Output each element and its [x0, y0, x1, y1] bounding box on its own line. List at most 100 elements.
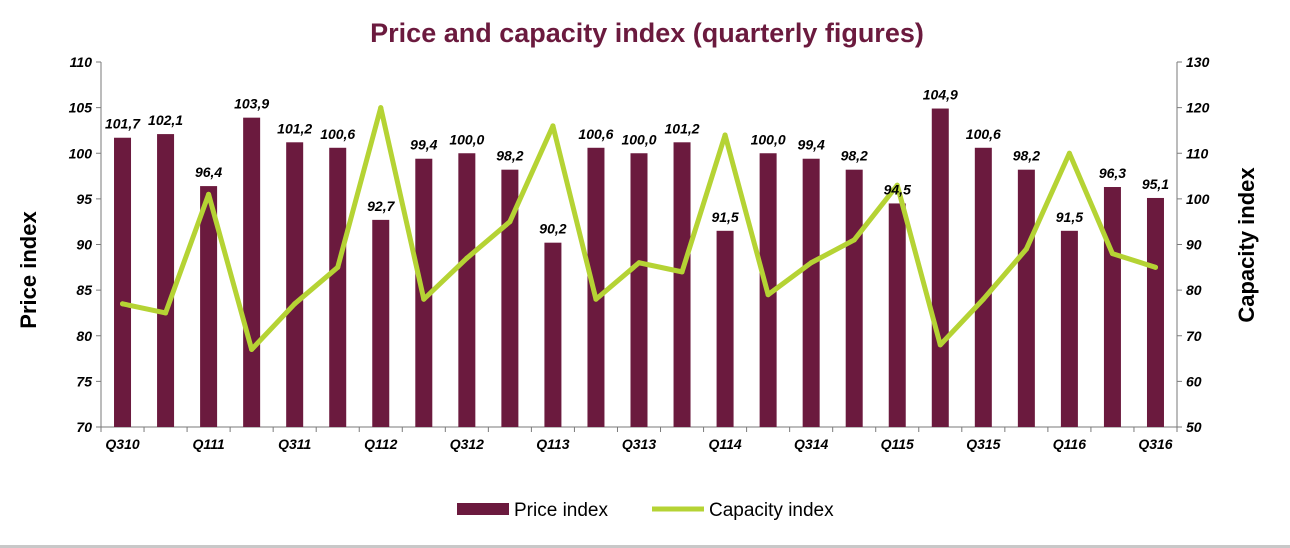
price-data-label: 103,9 [234, 96, 269, 112]
plot-area: 70 75 80 85 90 95 100 105 110 50 60 70 80 90 100 110 120… [69, 54, 1210, 452]
price-data-label: 100,6 [966, 126, 1001, 142]
y-tick-label: 70 [76, 419, 92, 435]
price-bar [200, 186, 218, 427]
capacity-point [808, 260, 814, 266]
price-data-label: 104,9 [923, 87, 958, 103]
legend-capacity-label: Capacity index [709, 500, 834, 521]
price-data-label: 90,2 [539, 221, 566, 237]
price-data-label: 98,2 [1013, 148, 1040, 164]
x-tick-label: Q314 [794, 436, 828, 452]
x-tick-label: Q311 [278, 436, 311, 452]
x-tick-label: Q116 [1053, 436, 1086, 452]
price-data-label: 91,5 [1056, 209, 1083, 225]
legend-price-swatch [457, 503, 509, 515]
chart-title: Price and capacity index (quarterly figu… [370, 18, 924, 48]
capacity-point [636, 260, 642, 266]
price-bar [845, 169, 863, 428]
price-data-label: 99,4 [410, 137, 437, 153]
bottom-border [0, 545, 1290, 548]
price-bar [114, 137, 132, 428]
y-tick-label: 75 [76, 373, 92, 389]
price-bar [1146, 197, 1164, 427]
price-data-label: 96,3 [1099, 165, 1126, 181]
price-data-label: 100,6 [578, 126, 613, 142]
y2-tick-label: 110 [1186, 145, 1209, 161]
capacity-point [722, 132, 728, 138]
y-tick-label: 110 [70, 54, 93, 70]
price-bar [1060, 230, 1078, 427]
capacity-point [163, 310, 169, 316]
capacity-point [1066, 150, 1072, 156]
y-tick-label: 80 [76, 328, 92, 344]
capacity-point [679, 269, 685, 275]
capacity-point [550, 123, 556, 129]
x-tick-label: Q313 [622, 436, 656, 452]
x-tick-label: Q312 [450, 436, 484, 452]
price-bar [673, 142, 691, 428]
y-axis-label: Price index [16, 211, 41, 329]
legend: Price index Capacity index [457, 500, 834, 521]
capacity-point [421, 296, 427, 302]
price-bar [630, 153, 648, 427]
y-tick-label: 85 [76, 282, 92, 298]
price-data-label: 102,1 [148, 112, 183, 128]
price-bar [587, 147, 605, 427]
price-data-label: 100,0 [751, 131, 786, 147]
price-data-label: 98,2 [496, 148, 523, 164]
x-tick-label: Q111 [193, 436, 225, 452]
price-bar [157, 134, 175, 427]
y-tick-label: 100 [69, 145, 93, 161]
price-data-label: 98,2 [841, 148, 868, 164]
price-data-label: 100,0 [621, 131, 656, 147]
price-bar [931, 108, 949, 427]
y2-tick-label: 120 [1186, 100, 1210, 116]
capacity-point [206, 191, 212, 197]
capacity-point [1152, 264, 1158, 270]
price-data-label: 91,5 [711, 209, 738, 225]
x-tick-label: Q315 [966, 436, 1000, 452]
capacity-point [378, 105, 384, 111]
price-bar [501, 169, 519, 428]
capacity-point [937, 342, 943, 348]
capacity-point [765, 292, 771, 298]
price-data-label: 95,1 [1142, 176, 1169, 192]
y2-tick-label: 70 [1186, 328, 1202, 344]
price-bar [458, 153, 476, 427]
price-data-label: 96,4 [195, 164, 222, 180]
capacity-point [1109, 251, 1115, 257]
y2-tick-label: 100 [1186, 191, 1210, 207]
x-tick-label: Q316 [1138, 436, 1172, 452]
price-bar [716, 230, 734, 427]
y2-tick-label: 130 [1186, 54, 1210, 70]
capacity-point [894, 182, 900, 188]
y-tick-label: 95 [76, 191, 92, 207]
legend-price-label: Price index [514, 500, 608, 521]
price-data-label: 100,6 [320, 126, 355, 142]
x-tick-label: Q310 [105, 436, 139, 452]
y-tick-label: 105 [69, 100, 93, 116]
capacity-point [593, 296, 599, 302]
price-data-label: 100,0 [449, 131, 484, 147]
capacity-point [507, 219, 513, 225]
y-tick-label: 90 [76, 237, 92, 253]
x-tick-label: Q114 [708, 436, 741, 452]
price-bar [1017, 169, 1035, 428]
price-data-label: 101,7 [105, 116, 141, 132]
y2-tick-label: 80 [1186, 282, 1202, 298]
y2-tick-label: 60 [1186, 373, 1202, 389]
price-bar [974, 147, 992, 427]
capacity-point [335, 264, 341, 270]
price-bar [286, 142, 304, 428]
price-data-label: 101,2 [277, 120, 312, 136]
price-bar [329, 147, 347, 427]
capacity-point [1023, 246, 1029, 252]
price-data-label: 99,4 [798, 137, 825, 153]
price-data-label: 94,5 [884, 181, 911, 197]
capacity-point [851, 237, 857, 243]
price-bar [372, 219, 390, 427]
price-bar [243, 117, 261, 427]
x-tick-label: Q115 [881, 436, 914, 452]
y2-tick-label: 50 [1186, 419, 1202, 435]
